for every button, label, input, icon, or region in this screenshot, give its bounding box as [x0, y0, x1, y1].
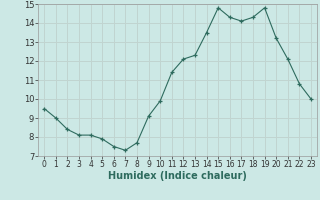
X-axis label: Humidex (Indice chaleur): Humidex (Indice chaleur) — [108, 171, 247, 181]
